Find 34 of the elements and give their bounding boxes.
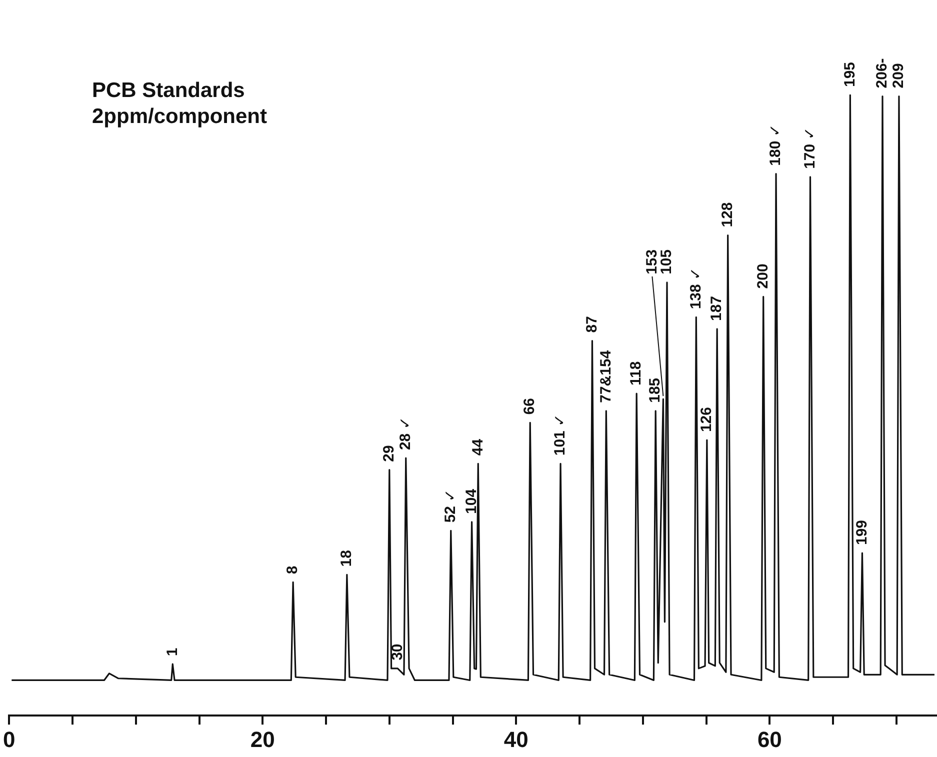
x-tick-label: 0 <box>2 726 16 752</box>
annotation: 206- <box>874 58 891 88</box>
annotation: 87 <box>583 316 600 333</box>
annotation: 128 <box>718 202 736 228</box>
x-tick-label: 40 <box>504 726 528 752</box>
annotation: 66 <box>521 398 538 415</box>
chart-title: PCB Standards <box>92 78 246 104</box>
text: 2ppm/component <box>92 104 268 130</box>
annotation: 138 ✓ <box>687 267 704 310</box>
annotation: 170 ✓ <box>801 127 818 169</box>
annotation: 199 <box>853 520 870 546</box>
annotation: 105 <box>658 249 676 274</box>
annotation: 8 <box>284 566 302 574</box>
annotation: 153 <box>643 249 660 274</box>
annotation: 28 ✓ <box>397 416 414 450</box>
x-tick-label: 60 <box>757 726 782 752</box>
annotation: 187 <box>708 296 726 321</box>
annotation: 101 ✓ <box>552 414 569 456</box>
annotation: 209 <box>890 63 908 88</box>
annotation: 29 <box>380 445 398 462</box>
annotation: 30 <box>388 644 406 660</box>
annotation: 200 <box>754 264 772 289</box>
annotation: 185 <box>646 378 664 403</box>
annotation: 77&154 <box>597 350 614 403</box>
annotation: 126 <box>698 407 716 432</box>
annotation: 195 <box>841 62 858 87</box>
annotation: 104 <box>462 488 480 514</box>
annotation: 44 <box>469 438 486 456</box>
x-tick-label: 20 <box>250 726 275 752</box>
annotation: 1 <box>164 648 181 656</box>
annotation: 52 ✓ <box>442 489 460 523</box>
annotation: 18 <box>338 550 356 567</box>
annotation: 180 ✓ <box>767 124 784 166</box>
annotation: 118 <box>628 361 645 386</box>
